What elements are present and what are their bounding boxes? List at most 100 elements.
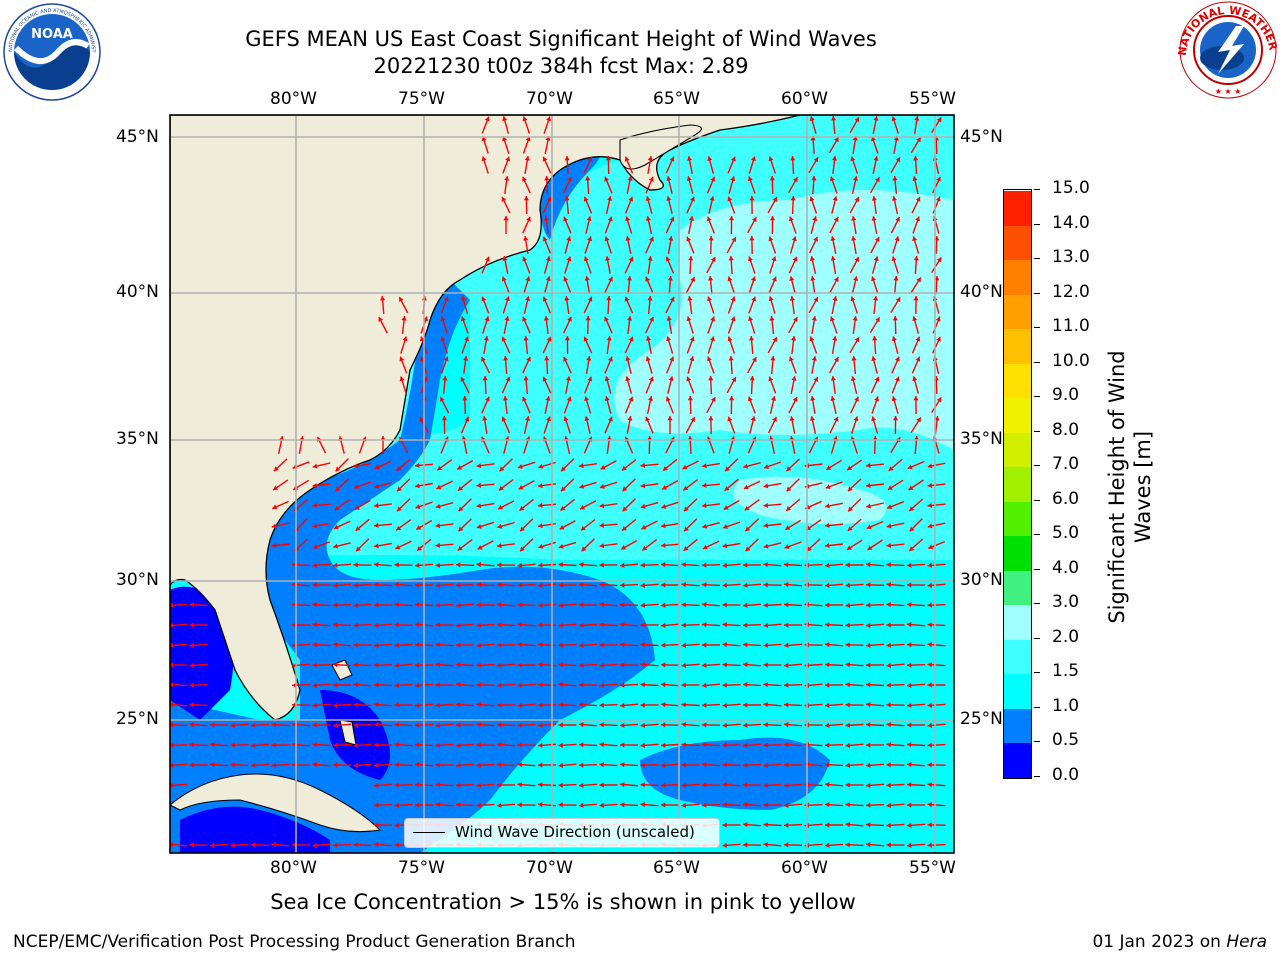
wind-wave-arrowhead — [825, 742, 830, 748]
wind-wave-arrowhead — [579, 622, 584, 628]
wind-wave-arrowhead — [649, 236, 654, 242]
wind-wave-arrowhead — [792, 256, 798, 262]
colorbar-tick-mark — [1034, 637, 1040, 639]
wind-wave-arrowhead — [579, 662, 584, 668]
wind-wave-arrowhead — [809, 256, 815, 261]
wind-wave-arrowhead — [845, 802, 850, 808]
wind-wave-arrowhead — [681, 642, 686, 648]
wind-wave-arrowhead — [485, 396, 490, 402]
wind-wave-arrowhead — [353, 662, 358, 668]
wind-wave-arrowhead — [584, 276, 590, 281]
wind-wave-arrowhead — [538, 682, 543, 688]
wind-wave-arrowhead — [722, 802, 727, 808]
wind-wave-arrowhead — [564, 156, 570, 161]
wind-wave-arrowhead — [333, 842, 338, 848]
wind-wave-arrowhead — [544, 356, 550, 361]
wind-wave-arrowhead — [505, 376, 511, 382]
wind-wave-arrowhead — [497, 562, 502, 568]
wind-wave-arrowhead — [522, 256, 528, 262]
wind-wave-arrowhead — [907, 622, 912, 628]
wind-wave-arrowhead — [497, 722, 502, 728]
wind-wave-arrowhead — [722, 642, 727, 648]
wind-wave-arrowhead — [784, 544, 790, 549]
wind-wave-arrowhead — [702, 544, 708, 550]
wind-wave-arrowhead — [484, 116, 490, 122]
wind-wave-arrowhead — [702, 802, 707, 808]
wind-wave-arrowhead — [886, 622, 891, 628]
wind-wave-arrowhead — [435, 802, 440, 808]
colorbar-segment — [1004, 639, 1031, 675]
wind-wave-arrowhead — [791, 376, 797, 381]
wind-wave-arrowhead — [786, 466, 792, 472]
wind-wave-arrowhead — [517, 762, 522, 768]
wind-wave-arrowhead — [927, 842, 932, 848]
footer-date: 01 Jan 2023 on Hera — [1092, 932, 1267, 952]
wind-wave-arrowhead — [789, 276, 795, 282]
wind-wave-arrowhead — [333, 642, 338, 648]
wind-wave-arrowhead — [394, 622, 399, 628]
wind-wave-arrowhead — [170, 782, 174, 788]
colorbar-segment — [1004, 708, 1031, 744]
wind-wave-arrowhead — [764, 464, 769, 469]
wind-wave-arrowhead — [681, 702, 686, 708]
wind-wave-arrowhead — [566, 396, 572, 402]
sea-ice-note: Sea Ice Concentration > 15% is shown in … — [270, 890, 856, 914]
wind-wave-arrowhead — [702, 482, 707, 488]
wind-wave-arrowhead — [893, 416, 899, 421]
wind-wave-arrowhead — [913, 256, 919, 261]
wind-wave-arrowhead — [415, 682, 420, 688]
wind-wave-arrowhead — [895, 217, 900, 222]
wind-wave-arrowhead — [607, 216, 613, 222]
wind-wave-arrowhead — [542, 236, 548, 242]
wind-wave-arrowhead — [854, 257, 859, 262]
colorbar — [1003, 189, 1032, 779]
wind-wave-arrowhead — [743, 802, 748, 808]
wind-wave-arrowhead — [538, 463, 544, 469]
wind-wave-arrowhead — [886, 682, 891, 688]
wind-wave-arrowhead — [845, 642, 850, 648]
wind-wave-arrowhead — [866, 822, 871, 828]
wind-wave-arrowhead — [374, 562, 379, 568]
wind-wave-arrowhead — [909, 546, 915, 551]
wind-wave-arrowhead — [825, 802, 830, 808]
wind-wave-arrowhead — [456, 562, 461, 568]
wind-wave-arrowhead — [743, 682, 748, 688]
wind-wave-arrowhead — [399, 376, 405, 382]
wind-wave-arrowhead — [666, 196, 672, 201]
wind-wave-arrowhead — [873, 156, 879, 161]
wind-wave-arrowhead — [661, 523, 666, 529]
wind-wave-arrowhead — [683, 485, 689, 491]
wind-wave-arrowhead — [622, 506, 628, 512]
wind-wave-arrowhead — [772, 197, 778, 203]
wind-wave-arrowhead — [687, 396, 693, 401]
wind-wave-arrowhead — [464, 416, 470, 422]
wind-wave-arrowhead — [558, 722, 563, 728]
wind-wave-arrowhead — [608, 356, 613, 362]
wind-wave-arrowhead — [866, 622, 871, 628]
wind-wave-arrowhead — [501, 276, 507, 282]
wind-wave-arrowhead — [353, 642, 358, 648]
wind-wave-arrowhead — [335, 486, 341, 492]
wind-wave-arrowhead — [435, 782, 440, 788]
wind-wave-arrowhead — [170, 662, 174, 668]
wind-wave-arrowhead — [210, 762, 215, 768]
colorbar-tick-mark — [1034, 534, 1040, 536]
lon-label-bottom: 65°W — [653, 858, 700, 878]
wind-wave-arrowhead — [784, 802, 789, 808]
wind-wave-arrowhead — [374, 742, 379, 748]
wind-wave-arrowhead — [476, 702, 481, 708]
wind-wave-arrowhead — [916, 277, 921, 283]
wind-wave-arrowhead — [189, 602, 194, 608]
wind-wave-arrowhead — [251, 742, 256, 748]
wind-wave-arrowhead — [722, 842, 727, 848]
wind-wave-arrowhead — [333, 662, 338, 668]
colorbar-tick-label: 7.0 — [1052, 454, 1080, 475]
wind-wave-arrowhead — [558, 543, 564, 549]
wind-wave-arrowhead — [935, 196, 941, 202]
wind-wave-arrowhead — [681, 722, 686, 728]
wind-wave-arrowhead — [625, 236, 631, 241]
wind-wave-arrowhead — [936, 336, 941, 342]
wind-wave-arrowhead — [722, 742, 727, 748]
wind-wave-arrowhead — [854, 117, 860, 123]
